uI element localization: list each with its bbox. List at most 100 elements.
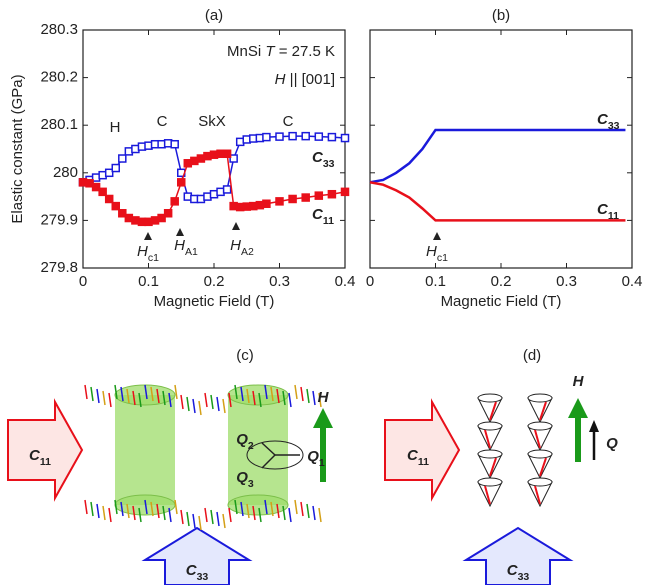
data-point <box>224 186 231 193</box>
cone-top <box>478 394 502 402</box>
data-point <box>171 198 178 205</box>
panel-title: (b) <box>492 7 510 24</box>
annotation: HA2 <box>230 237 254 258</box>
y-tick-label: 279.9 <box>40 211 78 228</box>
spin <box>91 387 93 401</box>
spin <box>223 514 225 528</box>
spin <box>187 512 189 526</box>
spin <box>85 500 87 514</box>
text-run: SkX <box>198 113 226 130</box>
annotation: Hc1 <box>137 243 159 264</box>
panel-title: (d) <box>523 347 541 364</box>
data-point <box>106 195 113 202</box>
cones <box>478 394 552 506</box>
x-tick-label: 0.2 <box>491 273 512 290</box>
q-arrow-head <box>589 420 599 432</box>
field-marker <box>433 232 441 240</box>
text-run: 11 <box>323 215 334 227</box>
h-arrow-head <box>568 398 588 418</box>
cone-top <box>528 478 552 486</box>
cone-top <box>528 450 552 458</box>
diagram-label: H <box>573 373 585 390</box>
text-run: 3 <box>248 478 254 490</box>
series-label: C11 <box>312 206 334 227</box>
series-line <box>370 130 625 182</box>
annotation: MnSi T = 27.5 K <box>227 43 335 60</box>
cone-top <box>528 422 552 430</box>
text-run: H <box>318 389 330 406</box>
data-point <box>276 133 283 140</box>
spin <box>295 500 297 514</box>
data-point <box>178 179 185 186</box>
spin <box>175 500 177 514</box>
text-run: c1 <box>437 252 448 264</box>
text-run: 33 <box>323 158 335 170</box>
data-point <box>302 194 309 201</box>
series-line <box>83 136 345 199</box>
diagram-c-shapes <box>8 385 333 585</box>
spin <box>205 393 207 407</box>
text-run: = 27.5 K <box>275 43 335 60</box>
diagram-label: Q <box>606 435 618 452</box>
data-point <box>328 191 335 198</box>
spin <box>313 506 315 520</box>
spin <box>205 508 207 522</box>
y-tick-label: 279.8 <box>40 259 78 276</box>
spin <box>319 508 321 522</box>
text-run: C <box>157 113 168 130</box>
text-run: Q <box>606 435 618 452</box>
x-tick-label: 0.1 <box>138 273 159 290</box>
data-point <box>342 188 349 195</box>
spin <box>193 399 195 413</box>
y-axis-label: Elastic constant (GPa) <box>9 74 26 223</box>
data-point <box>289 195 296 202</box>
data-point <box>119 155 126 162</box>
data-point <box>263 134 270 141</box>
spin <box>211 395 213 409</box>
text-run: 33 <box>608 120 620 132</box>
text-run: || [001] <box>286 71 336 88</box>
text-run: Q <box>236 469 248 486</box>
text-run: 11 <box>40 456 51 468</box>
data-point <box>302 133 309 140</box>
spin <box>289 508 291 522</box>
text-run: A1 <box>185 246 198 258</box>
spin <box>199 516 201 530</box>
x-tick-label: 0.2 <box>204 273 225 290</box>
spin <box>307 389 309 403</box>
spin <box>217 397 219 411</box>
text-run: H <box>426 243 437 260</box>
spin <box>313 391 315 405</box>
spin <box>103 391 105 405</box>
plot-frame <box>370 30 632 268</box>
cone-top <box>478 450 502 458</box>
spin <box>109 393 111 407</box>
diagram-d-shapes <box>385 394 599 585</box>
figure: (a)Magnetic Field (T)Elastic constant (G… <box>0 0 645 585</box>
spin <box>217 512 219 526</box>
cone-top <box>528 394 552 402</box>
x-tick-label: 0 <box>366 273 374 290</box>
text-run: H <box>137 243 148 260</box>
text-run: 11 <box>608 210 619 222</box>
x-tick-label: 0.1 <box>425 273 446 290</box>
text-run: MnSi <box>227 43 265 60</box>
text-run: 11 <box>418 456 429 468</box>
text-run: H <box>174 237 185 254</box>
spin <box>109 508 111 522</box>
panel-title: (c) <box>236 347 254 364</box>
spin <box>307 504 309 518</box>
annotation: H <box>110 119 121 136</box>
data-point <box>99 188 106 195</box>
spin <box>85 385 87 399</box>
cone-top <box>478 478 502 486</box>
text-run: C <box>283 113 294 130</box>
text-run: H <box>573 373 585 390</box>
spin <box>229 508 231 522</box>
c11-arrow <box>385 402 459 498</box>
data-point <box>315 133 322 140</box>
annotation: Hc1 <box>426 243 448 264</box>
y-tick-label: 280 <box>53 164 78 181</box>
diagram-label: H <box>318 389 330 406</box>
spin <box>295 385 297 399</box>
